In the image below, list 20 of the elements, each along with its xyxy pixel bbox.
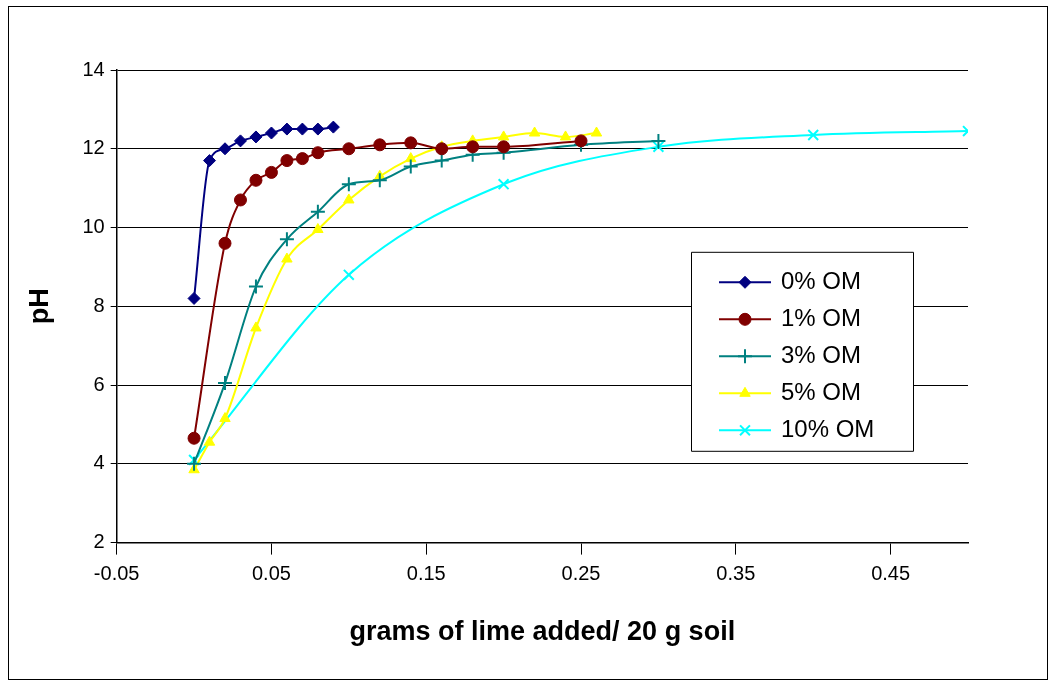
y-tick-label: 6 [93, 372, 105, 395]
y-axis-title: pH [23, 288, 54, 325]
legend-label: 3% OM [781, 340, 862, 368]
y-tick-label: 8 [93, 293, 105, 316]
x-tick-label: 0.45 [871, 562, 911, 585]
y-tick-label: 2 [93, 530, 105, 553]
legend-label: 0% OM [781, 266, 862, 294]
y-tick-label: 14 [82, 57, 105, 80]
x-tick-label: -0.05 [93, 562, 140, 585]
x-tick-label: 0.25 [561, 562, 601, 585]
y-tick-label: 12 [82, 136, 105, 159]
legend-label: 10% OM [781, 414, 875, 442]
x-tick-label: 0.05 [251, 562, 291, 585]
x-axis-title: grams of lime added/ 20 g soil [349, 616, 736, 647]
y-tick-label: 10 [82, 215, 105, 238]
legend-label: 5% OM [781, 377, 862, 405]
x-tick-label: 0.35 [716, 562, 756, 585]
y-tick-label: 4 [93, 451, 105, 474]
legend-label: 1% OM [781, 303, 862, 331]
x-tick-label: 0.15 [406, 562, 446, 585]
